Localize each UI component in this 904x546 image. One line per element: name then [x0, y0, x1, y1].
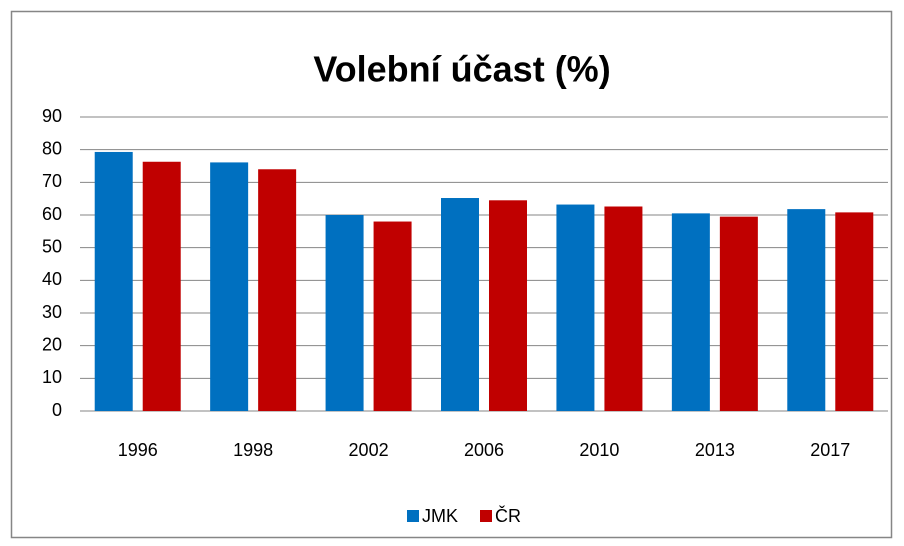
y-tick-label: 40	[42, 269, 62, 289]
bar	[94, 151, 133, 411]
bar	[787, 209, 826, 411]
bar	[441, 198, 479, 411]
bar	[719, 216, 758, 411]
bar	[325, 215, 364, 411]
x-tick-label: 2017	[810, 440, 850, 460]
y-tick-label: 60	[42, 204, 62, 224]
x-tick-label: 2010	[579, 440, 619, 460]
y-tick-label: 10	[42, 367, 62, 387]
bar	[489, 200, 527, 411]
y-tick-label: 50	[42, 236, 62, 256]
legend-swatch	[480, 510, 492, 522]
bar	[142, 161, 181, 411]
chart-title: Volební účast (%)	[313, 49, 610, 90]
x-tick-label: 2013	[695, 440, 735, 460]
bar	[604, 206, 643, 411]
y-tick-label: 30	[42, 302, 62, 322]
legend-swatch	[407, 510, 419, 522]
x-tick-label: 1998	[233, 440, 273, 460]
bar	[671, 213, 710, 411]
bar	[210, 162, 249, 411]
x-tick-label: 2006	[464, 440, 504, 460]
bar	[835, 212, 874, 411]
y-tick-label: 0	[52, 400, 62, 420]
bar	[258, 169, 297, 411]
x-tick-label: 1996	[118, 440, 158, 460]
bar	[373, 221, 412, 411]
bar	[556, 204, 595, 411]
y-tick-label: 80	[42, 138, 62, 158]
x-tick-label: 2002	[349, 440, 389, 460]
y-tick-label: 20	[42, 334, 62, 354]
y-tick-label: 90	[42, 106, 62, 126]
y-tick-label: 70	[42, 171, 62, 191]
legend-label: ČR	[495, 505, 521, 526]
legend-label: JMK	[422, 506, 458, 526]
